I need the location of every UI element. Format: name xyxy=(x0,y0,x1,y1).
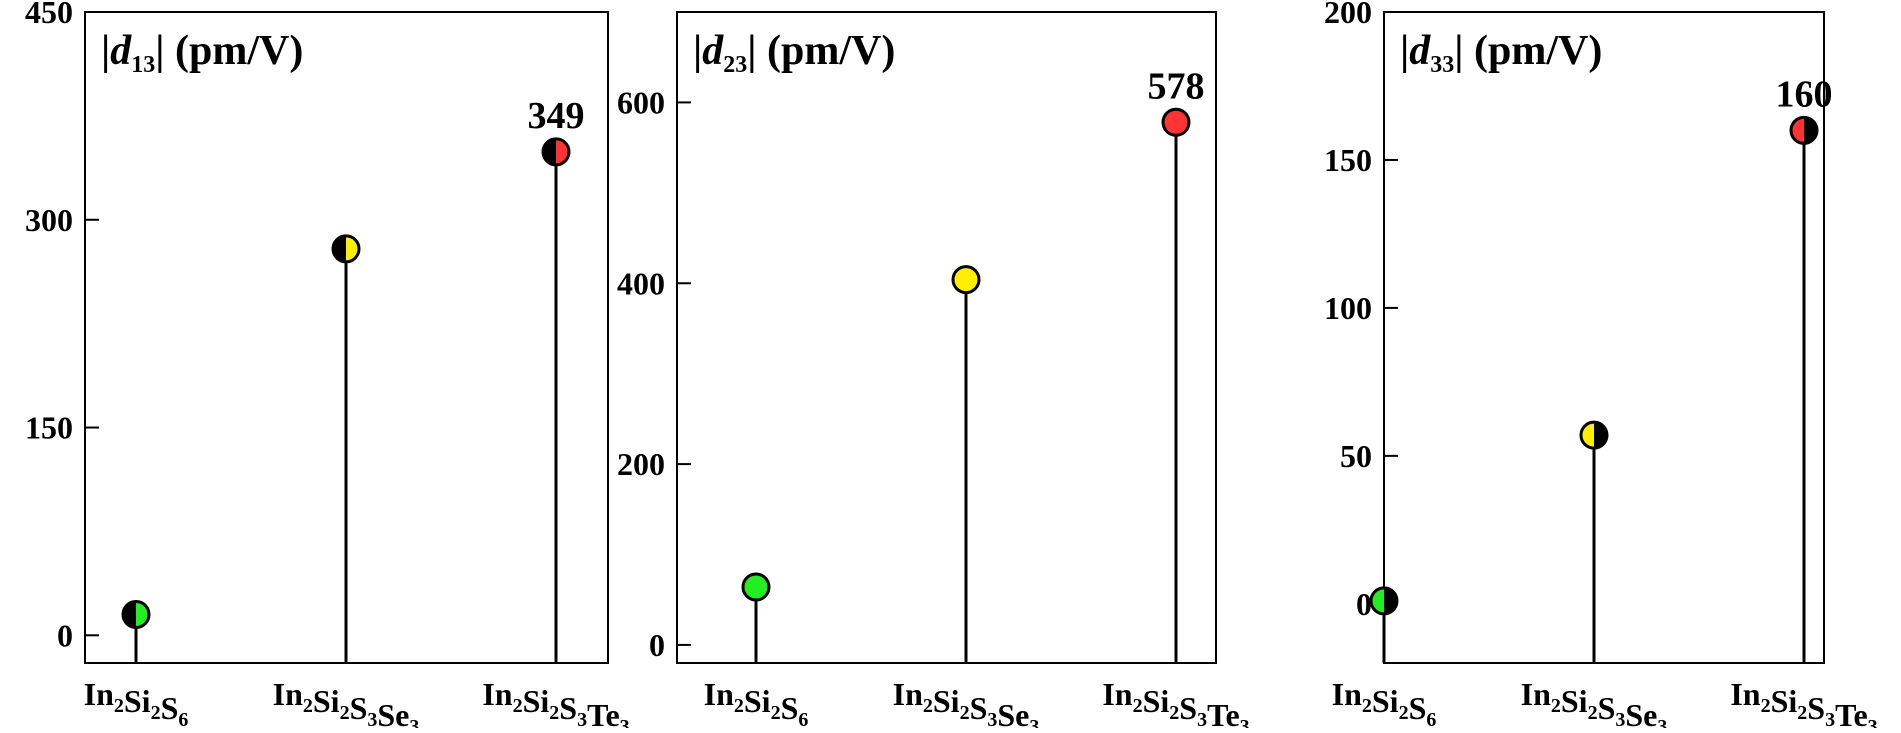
x-tick-label: In2Si2S3Te3 xyxy=(1730,676,1877,728)
x-tick-label: In2Si2S3Se3 xyxy=(1521,676,1668,728)
plot-frame xyxy=(1383,11,1825,664)
x-tick-label: In2Si2S6 xyxy=(704,676,809,728)
value-label: 160 xyxy=(1776,73,1833,115)
data-point-marker xyxy=(1161,107,1191,137)
y-tick-label: 200 xyxy=(1324,0,1372,30)
data-point-marker xyxy=(951,265,981,295)
y-tick-label: 0 xyxy=(1356,586,1372,622)
x-tick-label: In2Si2S3Se3 xyxy=(893,676,1040,728)
y-tick-label: 300 xyxy=(25,202,73,238)
x-tick-label: In2Si2S3Se3 xyxy=(273,676,420,728)
data-point-marker xyxy=(741,572,771,602)
value-label: 349 xyxy=(528,95,585,137)
y-tick-label: 600 xyxy=(617,84,665,120)
plot-frame xyxy=(676,11,1217,664)
value-label: 578 xyxy=(1148,65,1205,107)
x-tick-label: In2Si2S3Te3 xyxy=(1102,676,1249,728)
y-tick-label: 400 xyxy=(617,265,665,301)
y-tick-label: 0 xyxy=(649,627,665,663)
x-tick-label: In2Si2S3Te3 xyxy=(482,676,629,728)
y-tick-label: 0 xyxy=(57,617,73,653)
data-point-marker xyxy=(541,137,571,167)
y-tick-label: 150 xyxy=(1324,142,1372,178)
data-point-marker xyxy=(331,234,361,264)
y-tick-label: 450 xyxy=(25,0,73,30)
data-point-marker xyxy=(1789,115,1819,145)
data-point-marker xyxy=(121,600,151,630)
chart-panel-1: 0 150 300 450 |d13| (pm/V) In2Si2S6 In2Si2S3Se… xyxy=(25,0,630,733)
y-tick-label: 100 xyxy=(1324,290,1372,326)
panel-title: |d23| (pm/V) xyxy=(693,28,895,78)
x-tick-label: In2Si2S6 xyxy=(1332,676,1437,728)
chart-panel-2: 0 200 400 600 |d23| (pm/V) In2Si2S6 In2Si2S3Se… xyxy=(617,11,1250,733)
panel-title: |d33| (pm/V) xyxy=(1400,28,1602,78)
chart-panel-3: 0 50 100 150 200 |d33| (pm/V) In2Si2S6 In2Si2S3… xyxy=(1324,0,1878,733)
panel-title: |d13| (pm/V) xyxy=(101,28,303,78)
y-tick-label: 50 xyxy=(1340,438,1372,474)
y-tick-label: 200 xyxy=(617,446,665,482)
y-tick-label: 150 xyxy=(25,410,73,446)
x-tick-label: In2Si2S6 xyxy=(84,676,189,728)
data-point-marker xyxy=(1369,586,1399,616)
data-point-marker xyxy=(1579,420,1609,450)
